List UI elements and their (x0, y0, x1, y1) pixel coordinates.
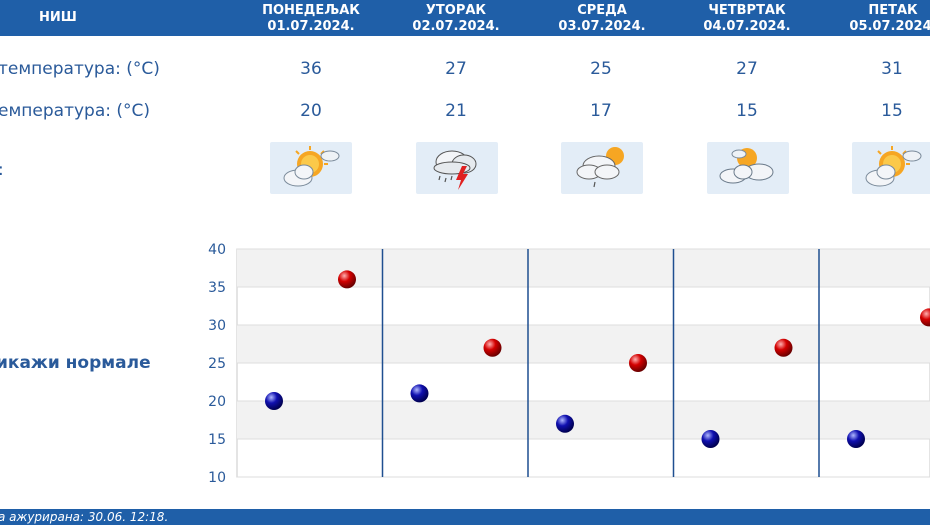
max-temp-value: 36 (300, 59, 322, 79)
y-tick-label: 35 (208, 280, 226, 296)
day-date: 03.07.2024. (558, 19, 646, 34)
day-date: 05.07.2024. (849, 19, 930, 34)
max-temp-point (629, 354, 647, 372)
day-name: ПОНЕДЕЉАК (262, 3, 360, 18)
max-temp-label: температура: (°C) (0, 59, 160, 79)
max-temp-value: 31 (881, 59, 903, 79)
day-header-4: ЧЕТВРТАК 04.07.2024. (687, 3, 807, 35)
grid-band (237, 325, 930, 363)
max-temp-value: 27 (736, 59, 758, 79)
cloud-sun-rain-icon (561, 142, 643, 194)
last-updated: а ажурирана: 30.06. 12:18. (0, 510, 169, 524)
min-temp-point (410, 384, 429, 403)
min-temp-value: 17 (590, 101, 612, 121)
day-header-5: ПЕТАК 05.07.2024. (833, 3, 930, 35)
y-tick-label: 30 (208, 318, 226, 334)
cloud-sun-icon (707, 142, 789, 194)
day-date: 04.07.2024. (703, 19, 791, 34)
min-temp-value: 20 (300, 101, 322, 121)
y-tick-label: 15 (208, 432, 226, 448)
max-temp-point (338, 270, 356, 289)
weather-label: : (0, 160, 4, 180)
day-name: ПЕТАК (868, 3, 918, 18)
min-temp-value: 15 (736, 101, 758, 121)
footer-bar: а ажурирана: 30.06. 12:18. (0, 509, 930, 525)
day-name: ЧЕТВРТАК (708, 3, 786, 18)
min-temp-point (556, 414, 574, 433)
y-tick-label: 20 (208, 394, 226, 410)
min-temp-label: емпература: (°C) (0, 101, 151, 121)
max-temp-point (920, 308, 930, 327)
day-header-1: ПОНЕДЕЉАК 01.07.2024. (251, 3, 371, 35)
min-temp-point (847, 430, 865, 448)
y-tick-label: 25 (208, 356, 226, 372)
max-temp-point (774, 338, 793, 357)
min-temp-value: 21 (445, 101, 467, 121)
day-header-2: УТОРАК 02.07.2024. (396, 3, 516, 35)
max-temp-point (483, 338, 502, 357)
min-temp-point (701, 430, 720, 448)
sun-cloud-icon (852, 142, 930, 194)
day-header-3: СРЕДА 03.07.2024. (542, 3, 662, 35)
day-name: УТОРАК (425, 3, 487, 18)
day-date: 02.07.2024. (412, 19, 500, 34)
thunderstorm-icon (416, 142, 498, 194)
max-temp-value: 25 (590, 59, 612, 79)
city-name: НИШ (39, 10, 77, 25)
forecast-header: НИШ ПОНЕДЕЉАК 01.07.2024. УТОРАК 02.07.2… (0, 0, 930, 36)
y-tick-label: 10 (208, 470, 226, 486)
day-date: 01.07.2024. (267, 19, 355, 34)
y-tick-label: 40 (208, 242, 226, 258)
temperature-chart: 10 15 20 25 30 35 40 (208, 242, 930, 486)
min-temp-value: 15 (881, 101, 903, 121)
min-temp-point (265, 392, 283, 410)
day-name: СРЕДА (577, 3, 627, 18)
sun-cloud-icon (270, 142, 352, 194)
max-temp-value: 27 (445, 59, 467, 79)
show-normals-link[interactable]: икажи нормале (0, 353, 151, 373)
grid-band (237, 401, 930, 439)
